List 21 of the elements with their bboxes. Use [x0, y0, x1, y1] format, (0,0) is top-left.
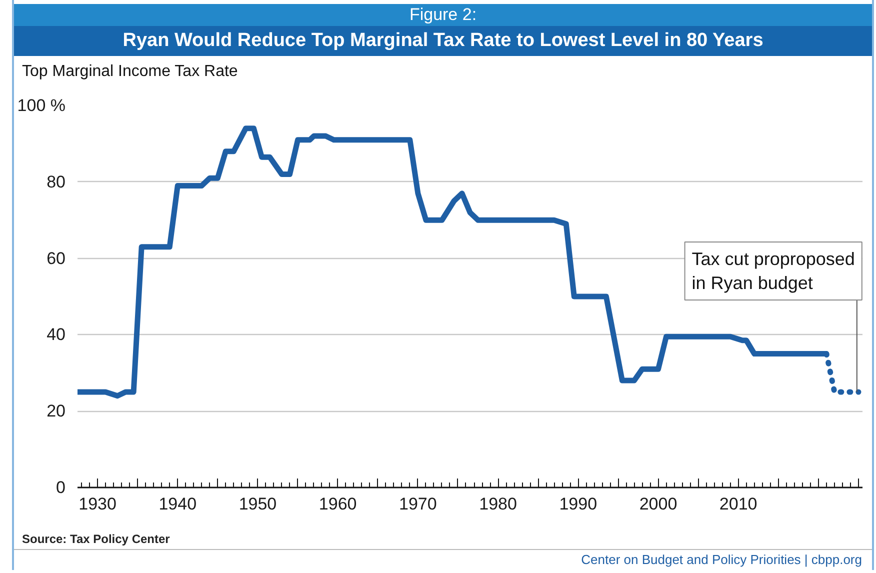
y-tick-label: 20 — [46, 402, 66, 421]
chart-title: Figure 2: — [409, 4, 477, 26]
x-tick-label: 2000 — [639, 494, 678, 514]
x-tick-label: 1980 — [479, 494, 517, 514]
y-tick-label: 40 — [46, 325, 66, 344]
x-tick-label: 2010 — [719, 494, 758, 514]
annotation: Tax cut proproposed in Ryan budget — [692, 249, 855, 293]
x-tick-label: 1950 — [238, 494, 277, 514]
y-tick-label: 0 — [56, 478, 66, 497]
y-tick-label: 60 — [46, 248, 66, 268]
y-tick-label: 80 — [46, 172, 66, 192]
chart-subtitle: Ryan Would Reduce Top Marginal Tax Rate to Lowest Level in 80 Years — [122, 29, 764, 53]
x-tick-label: 1970 — [399, 494, 437, 514]
x-tick-label: 1960 — [318, 494, 357, 514]
source-note: Source: Tax Policy Center — [22, 531, 170, 548]
x-tick-label: 1940 — [158, 494, 197, 514]
y-axis-title: Top Marginal Income Tax Rate — [22, 62, 238, 82]
text: Center on Budget and Policy Priorities | cbpp.org — [581, 551, 862, 569]
x-tick-label: 1990 — [559, 494, 598, 514]
y-tick-label: 100 % — [17, 96, 66, 115]
x-tick-label: 1930 — [78, 494, 116, 514]
